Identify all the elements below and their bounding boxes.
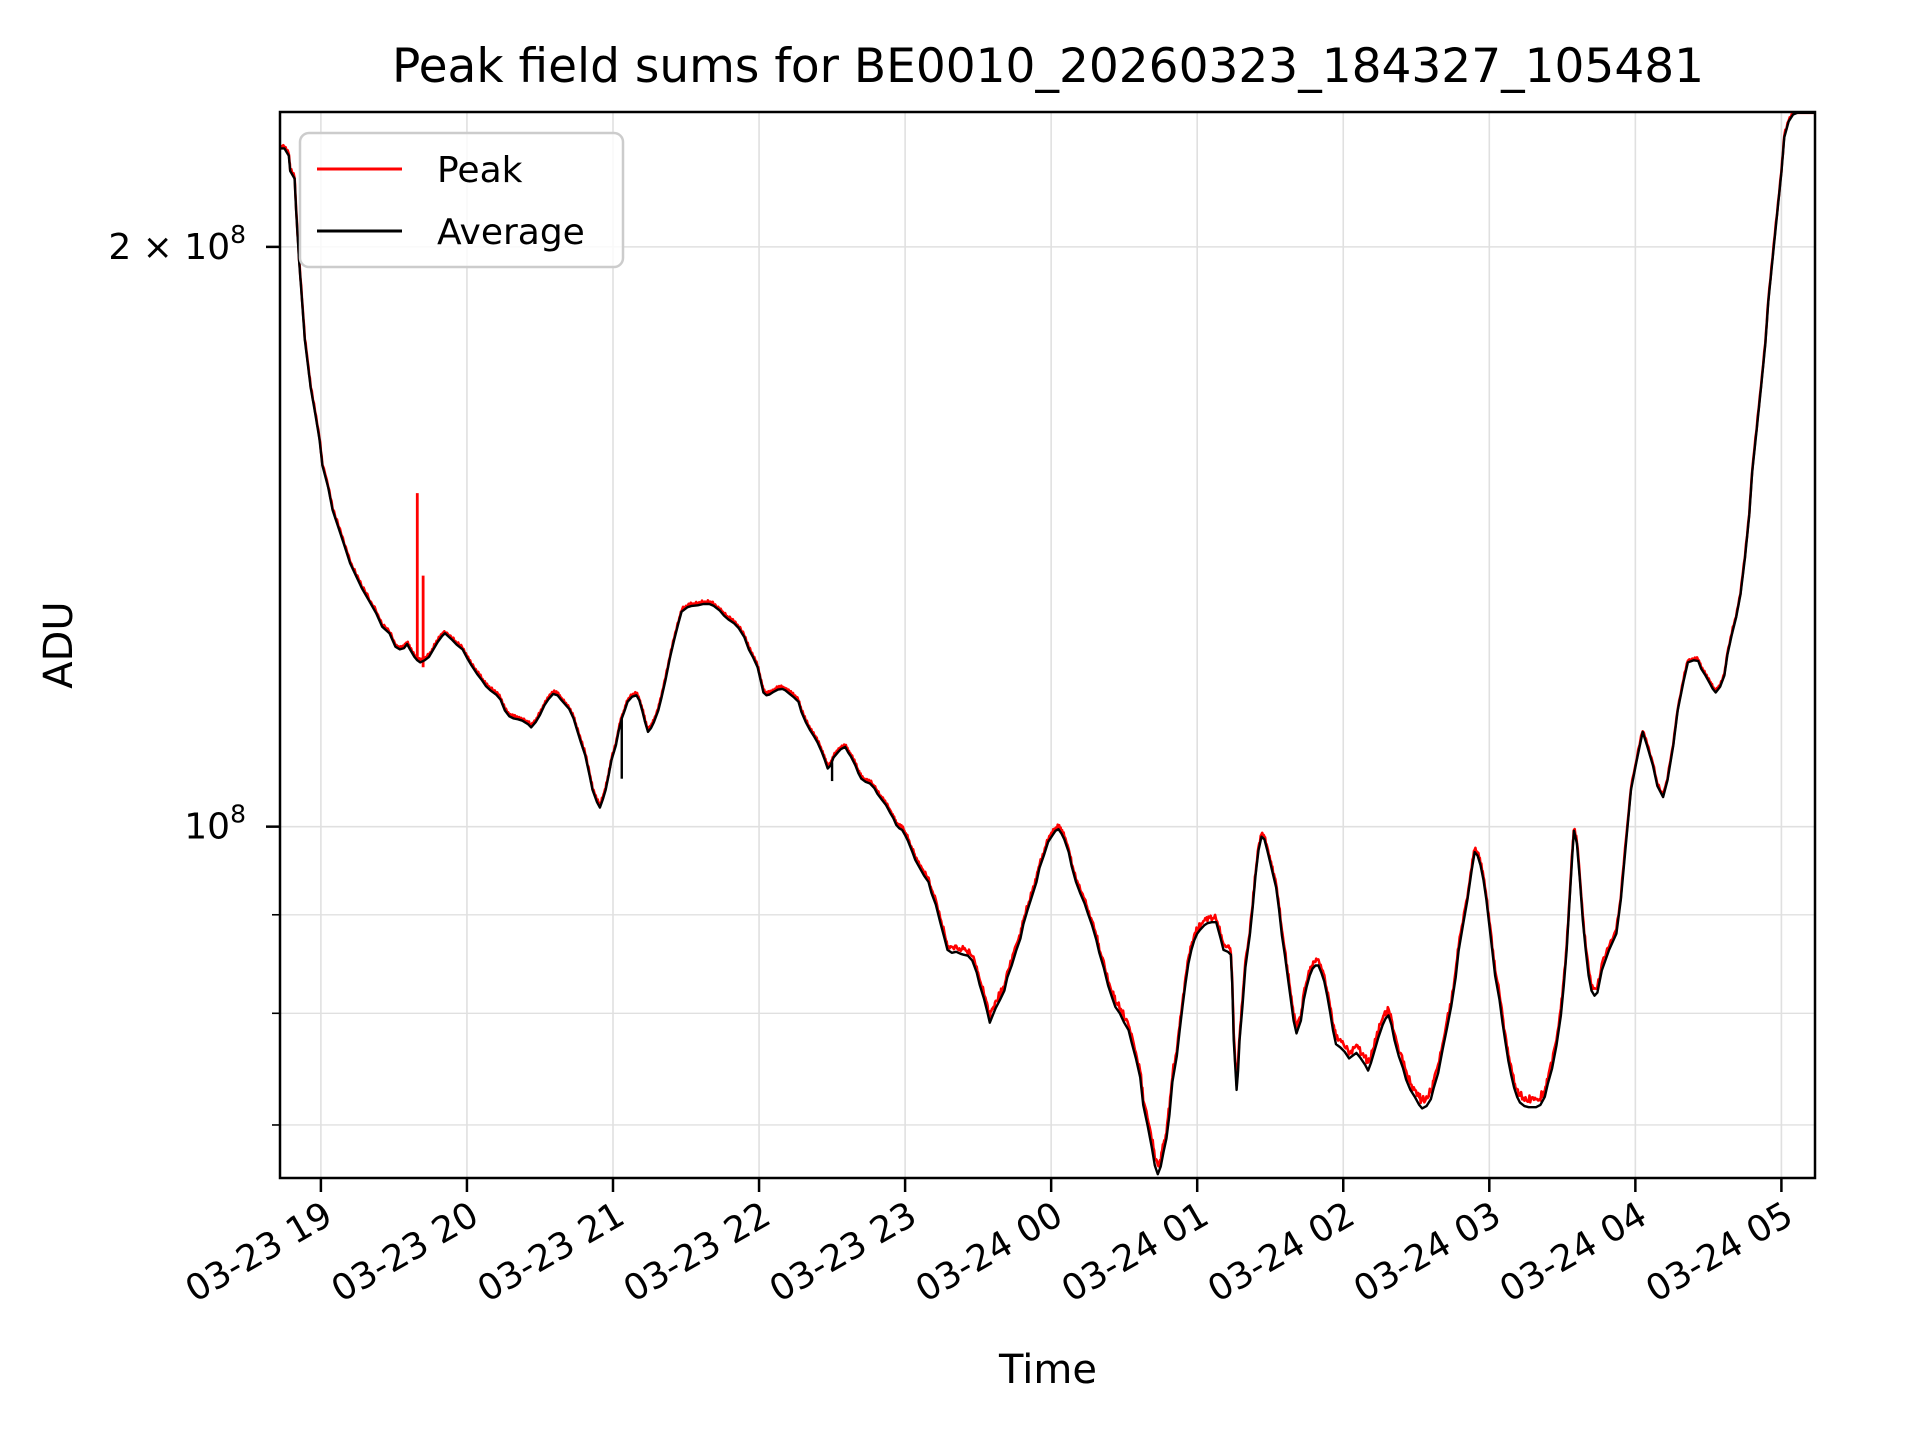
y-axis-label: ADU [36,601,82,688]
x-tick-label: 03-23 22 [617,1194,778,1310]
x-tick-label: 03-24 02 [1201,1194,1362,1310]
x-axis-label: Time [998,1347,1097,1393]
average-series-line [280,111,1815,1176]
x-tick-label: 03-24 03 [1347,1194,1508,1310]
x-tick-label: 03-24 01 [1055,1194,1216,1310]
legend-label-average: Average [437,212,585,253]
x-tick-label: 03-23 23 [763,1194,924,1310]
y-tick-label: 108 [184,800,246,848]
y-tick-label: 2 × 108 [108,220,246,268]
x-tick-label: 03-23 20 [325,1194,486,1310]
series-layer [280,111,1815,1176]
x-tick-label: 03-24 00 [909,1194,1070,1310]
x-tick-label: 03-24 04 [1493,1194,1654,1310]
legend-box [298,131,625,269]
x-tick-label: 03-23 19 [179,1194,340,1310]
axes-frame [278,110,1817,1180]
x-tick-label: 03-23 21 [471,1194,632,1310]
chart-title: Peak field sums for BE0010_20260323_1843… [392,39,1704,94]
x-tick-label: 03-24 05 [1639,1194,1800,1310]
legend: Peak Average [298,131,625,269]
legend-label-peak: Peak [437,150,523,191]
gridlines [280,112,1815,1178]
peak-series-line [280,111,1815,1168]
